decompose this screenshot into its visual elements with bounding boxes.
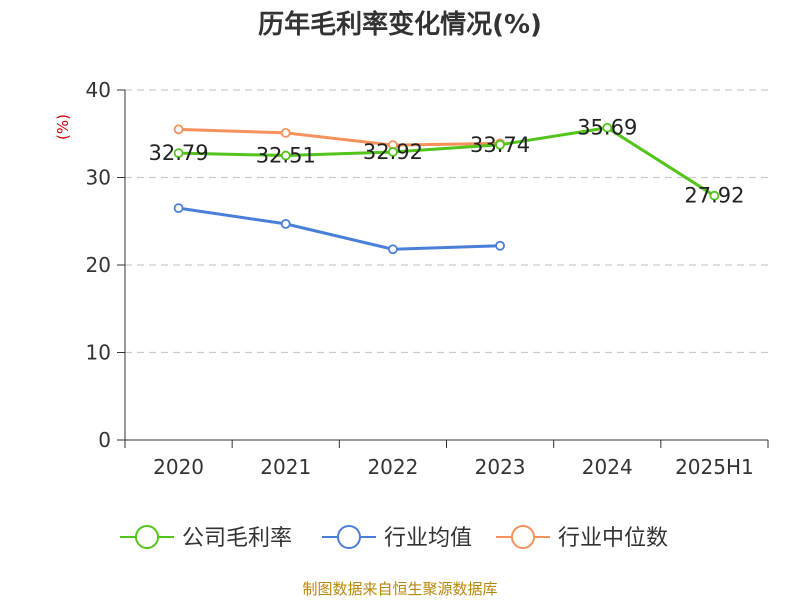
y-tick-label: 40 — [86, 78, 111, 102]
data-point — [173, 148, 184, 158]
data-label: 32.51 — [256, 144, 316, 168]
x-tick-label: 2020 — [153, 455, 204, 479]
chart-title: 历年毛利率变化情况(%) — [258, 10, 542, 40]
data-point — [280, 218, 291, 229]
data-label: 33.74 — [470, 133, 530, 157]
data-label: 32.79 — [149, 141, 209, 165]
legend-label: 行业均值 — [384, 526, 472, 551]
legend-marker — [135, 525, 159, 549]
series-line — [178, 127, 501, 147]
data-point — [173, 203, 184, 214]
data-point — [709, 190, 720, 201]
y-tick-label: 20 — [86, 253, 111, 277]
legend-marker — [337, 525, 361, 549]
y-axis-label: (%) — [54, 114, 72, 140]
series-line — [178, 126, 716, 197]
data-point — [388, 147, 398, 157]
legend-item: 行业均值 — [322, 525, 472, 551]
data-point — [280, 150, 291, 161]
data-point — [495, 139, 505, 150]
data-label: 32.92 — [363, 140, 423, 164]
x-tick-label: 2024 — [582, 455, 633, 479]
x-tick-label: 2023 — [475, 455, 526, 479]
x-tick-label: 2025H1 — [675, 455, 754, 479]
source-note: 制图数据来自恒生聚源数据库 — [302, 580, 498, 598]
legend: 公司毛利率 行业均值 行业中位数 — [120, 525, 668, 551]
axes: 0 10 20 30 40 2020 2021 2022 2023 2024 2025H1 (%) — [54, 78, 769, 479]
legend-item: 公司毛利率 — [120, 525, 292, 551]
series-1 — [173, 203, 505, 255]
data-labels: 32.79 32.51 32.92 33.74 35.69 27.92 — [149, 116, 745, 208]
data-label: 35.69 — [577, 116, 637, 140]
series-0 — [173, 122, 720, 201]
series-2 — [173, 124, 505, 151]
series-layer — [173, 122, 720, 255]
y-tick-label: 10 — [86, 341, 111, 365]
y-tick-label: 0 — [98, 428, 111, 452]
data-label: 27.92 — [684, 184, 744, 208]
data-point — [388, 244, 398, 255]
legend-label: 行业中位数 — [558, 526, 668, 551]
x-tick-label: 2022 — [367, 455, 418, 479]
series-line — [178, 206, 501, 251]
data-point — [280, 127, 291, 138]
legend-label: 公司毛利率 — [182, 526, 292, 551]
legend-marker — [511, 525, 535, 549]
data-point — [173, 124, 184, 135]
data-point — [602, 122, 613, 133]
legend-item: 行业中位数 — [496, 525, 668, 551]
x-tick-label: 2021 — [260, 455, 311, 479]
data-point — [495, 240, 505, 251]
y-tick-label: 30 — [86, 166, 111, 190]
